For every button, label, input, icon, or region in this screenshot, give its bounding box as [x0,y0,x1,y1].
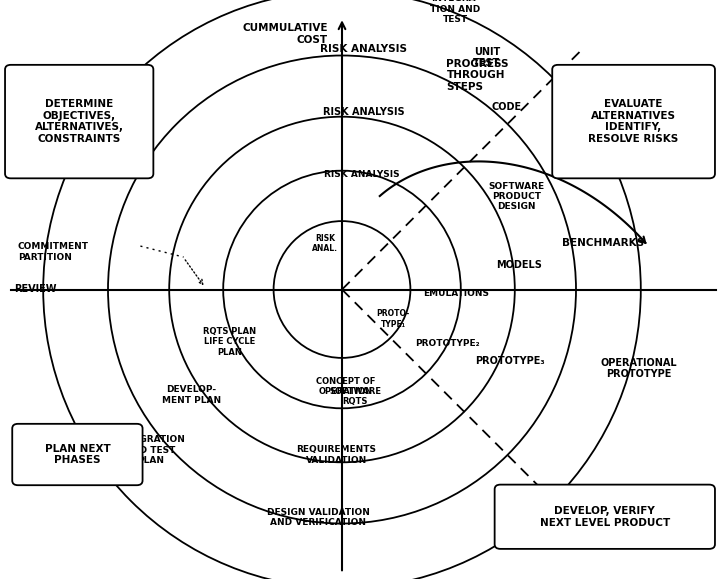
Text: DETAILED
DESIGN: DETAILED DESIGN [552,142,604,164]
Text: MODELS: MODELS [496,259,541,270]
Text: OPERATIONAL
PROTOTYPE: OPERATIONAL PROTOTYPE [600,358,677,379]
Text: PROTOTYPE₂: PROTOTYPE₂ [415,339,480,348]
Text: PLAN NEXT
PHASES: PLAN NEXT PHASES [45,444,110,466]
Text: DEVELOP-
MENT PLAN: DEVELOP- MENT PLAN [162,385,221,405]
Text: UNIT
TEST: UNIT TEST [473,47,500,68]
FancyBboxPatch shape [495,485,715,549]
Text: RISK ANALYSIS: RISK ANALYSIS [325,170,400,179]
Text: RISK ANALYSIS: RISK ANALYSIS [323,107,405,118]
Text: REQUIREMENTS
VALIDATION: REQUIREMENTS VALIDATION [296,445,377,465]
Text: INTEGRATION
AND TEST
PLAN: INTEGRATION AND TEST PLAN [116,435,185,465]
Text: BENCHMARKS: BENCHMARKS [562,239,644,248]
Text: EMULATIONS: EMULATIONS [423,289,489,298]
Text: RISK ANALYSIS: RISK ANALYSIS [320,44,407,54]
Text: SOFTWARE
RQTS: SOFTWARE RQTS [329,387,381,406]
Text: PROTO-
TYPE₁: PROTO- TYPE₁ [377,309,410,329]
FancyBboxPatch shape [5,65,153,178]
Text: RQTS PLAN
LIFE CYCLE
PLAN: RQTS PLAN LIFE CYCLE PLAN [203,327,256,357]
Text: PROTOTYPE₃: PROTOTYPE₃ [475,356,544,366]
Text: DEVELOP, VERIFY
NEXT LEVEL PRODUCT: DEVELOP, VERIFY NEXT LEVEL PRODUCT [540,506,670,527]
FancyBboxPatch shape [552,65,715,178]
Text: INTEGRA-
TION AND
TEST: INTEGRA- TION AND TEST [430,0,480,24]
Text: CUMMULATIVE
COST: CUMMULATIVE COST [242,23,328,45]
Text: SOFTWARE
PRODUCT
DESIGN: SOFTWARE PRODUCT DESIGN [489,182,545,211]
Text: EVALUATE
ALTERNATIVES
IDENTIFY,
RESOLVE RISKS: EVALUATE ALTERNATIVES IDENTIFY, RESOLVE … [588,99,679,144]
Text: PROGRESS
THROUGH
STEPS: PROGRESS THROUGH STEPS [446,58,509,92]
Text: REVIEW: REVIEW [14,284,57,295]
Text: CONCEPT OF
OPERATION: CONCEPT OF OPERATION [315,377,375,397]
Text: COMMITMENT
PARTITION: COMMITMENT PARTITION [18,242,89,262]
Text: DETERMINE
OBJECTIVES,
ALTERNATIVES,
CONSTRAINTS: DETERMINE OBJECTIVES, ALTERNATIVES, CONS… [35,99,124,144]
Text: DESIGN VALIDATION
AND VERIFICATION: DESIGN VALIDATION AND VERIFICATION [266,508,369,527]
Text: RISK
ANAL.: RISK ANAL. [312,234,338,253]
FancyBboxPatch shape [12,424,143,485]
Text: CODE: CODE [492,101,522,112]
